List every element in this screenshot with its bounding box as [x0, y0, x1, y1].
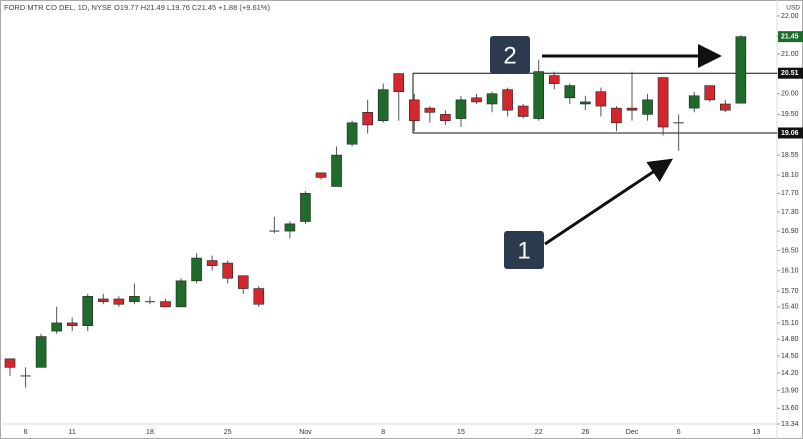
candle-body	[66, 322, 78, 326]
candle-body	[377, 89, 389, 121]
candle-body	[346, 122, 358, 145]
candle-body	[440, 114, 451, 121]
candle-body	[517, 105, 529, 117]
y-tick-label: 16.10	[781, 267, 799, 274]
x-tick-label: 18	[146, 429, 154, 436]
y-tick-label: 14.80	[781, 336, 799, 343]
candle-body	[455, 99, 467, 119]
candle-body	[315, 172, 327, 178]
y-tick-label: 20.51	[781, 70, 799, 77]
candles	[4, 35, 747, 388]
x-tick-label: 8	[381, 429, 385, 436]
candle-body	[35, 336, 47, 368]
callout-number: 2	[503, 42, 516, 69]
y-tick-label: 14.50	[781, 353, 799, 360]
y-tick-label: 13.34	[781, 421, 799, 428]
y-tick-label: 13.90	[781, 387, 799, 394]
y-tick-label: 19.50	[781, 111, 799, 118]
callout-number: 1	[517, 237, 530, 264]
candle-body	[191, 257, 202, 282]
candle-body	[611, 107, 622, 124]
x-tick-label: 11	[69, 429, 76, 436]
x-tick-label: Nov	[299, 429, 312, 436]
candle-body	[129, 296, 140, 302]
candle-body	[548, 75, 560, 84]
candle-body	[160, 301, 171, 308]
price-tag	[778, 31, 803, 43]
candle-body	[533, 71, 545, 119]
candle-body	[331, 154, 342, 187]
price-tag	[778, 67, 803, 79]
x-tick-label: 13	[753, 429, 761, 436]
callout-box	[490, 36, 530, 74]
candle-body	[688, 95, 700, 109]
candle-body	[704, 85, 716, 101]
candle-body	[113, 298, 125, 305]
candle-body	[502, 89, 513, 111]
y-tick-label: 15.40	[781, 304, 799, 311]
price-tag	[778, 127, 803, 139]
y-tick-label: 16.50	[781, 247, 799, 254]
callout-box	[504, 231, 544, 269]
candle-body	[222, 262, 233, 279]
y-tick-label: 19.06	[781, 130, 799, 137]
y-tick-label: 13.60	[781, 405, 799, 412]
x-tick-label: Dec	[626, 429, 639, 436]
candle-body	[657, 77, 669, 128]
candle-body	[82, 296, 94, 326]
y-tick-label: 22.00	[781, 13, 799, 20]
candle-body	[98, 298, 109, 302]
y-tick-label: 15.70	[781, 288, 799, 295]
candle-body	[393, 73, 405, 92]
candle-body	[237, 275, 249, 289]
candle-body	[564, 85, 576, 99]
candle-body	[424, 107, 436, 113]
y-tick-label: 20.00	[781, 91, 799, 98]
candle-body	[300, 193, 311, 222]
candle-body	[719, 103, 731, 111]
y-tick-label: 21.00	[781, 51, 799, 58]
candle-body	[735, 36, 747, 104]
currency-label: USD	[786, 5, 800, 12]
candle-body	[471, 97, 482, 103]
candle-body	[4, 358, 16, 368]
y-tick-label: 15.10	[781, 320, 799, 327]
candle-body	[253, 288, 265, 305]
candle-body	[408, 99, 420, 121]
x-tick-label: 6	[24, 429, 28, 436]
x-tick-label: 6	[677, 429, 681, 436]
y-tick-label: 21.45	[781, 33, 799, 40]
y-tick-label: 16.90	[781, 228, 799, 235]
candle-body	[642, 99, 653, 115]
y-tick-label: 18.10	[781, 172, 799, 179]
x-tick-label: 22	[535, 429, 543, 436]
candle-body	[175, 280, 187, 308]
candle-body	[595, 91, 607, 107]
candle-body	[580, 101, 591, 105]
candle-body	[626, 107, 638, 111]
x-tick-label: 26	[581, 429, 589, 436]
candle-body	[362, 111, 373, 126]
x-tick-label: 15	[457, 429, 465, 436]
candle-body	[486, 93, 498, 105]
candle-body	[206, 260, 218, 266]
y-tick-label: 17.30	[781, 209, 799, 216]
candle-body	[284, 223, 296, 232]
y-tick-label: 17.70	[781, 190, 799, 197]
x-tick-label: 25	[224, 429, 232, 436]
chart-title: FORD MTR CO DEL, 1D, NYSE O19.77 H21.49 …	[4, 3, 270, 12]
y-tick-label: 18.55	[781, 152, 799, 159]
candle-body	[51, 322, 62, 332]
y-tick-label: 14.20	[781, 370, 799, 377]
arrow	[544, 158, 673, 246]
